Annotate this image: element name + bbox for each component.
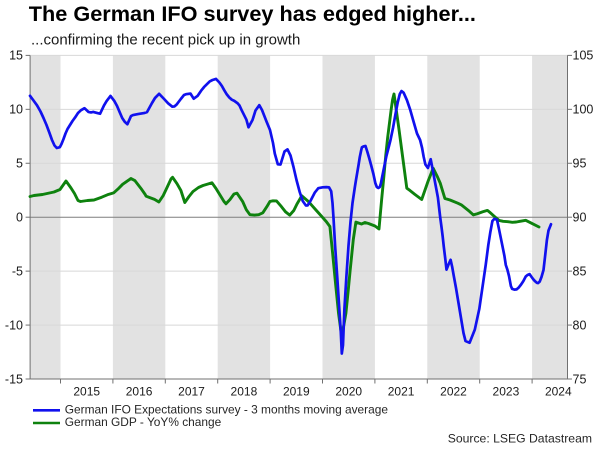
svg-text:2019: 2019 bbox=[283, 384, 310, 398]
svg-text:2024: 2024 bbox=[545, 384, 572, 398]
svg-text:2015: 2015 bbox=[73, 384, 100, 398]
svg-text:-10: -10 bbox=[5, 318, 23, 332]
svg-text:105: 105 bbox=[573, 49, 594, 63]
svg-text:2020: 2020 bbox=[335, 384, 362, 398]
svg-text:95: 95 bbox=[573, 157, 587, 171]
svg-text:2018: 2018 bbox=[231, 384, 258, 398]
svg-text:85: 85 bbox=[573, 264, 587, 278]
svg-text:2022: 2022 bbox=[440, 384, 467, 398]
svg-text:The German IFO survey has edge: The German IFO survey has edged higher..… bbox=[29, 1, 476, 26]
svg-text:-5: -5 bbox=[12, 264, 23, 278]
svg-text:...confirming the recent pick: ...confirming the recent pick up in grow… bbox=[31, 32, 300, 49]
svg-text:-15: -15 bbox=[5, 372, 23, 386]
svg-text:80: 80 bbox=[573, 318, 587, 332]
svg-text:German IFO Expectations survey: German IFO Expectations survey - 3 month… bbox=[65, 402, 389, 416]
svg-text:15: 15 bbox=[9, 49, 23, 63]
svg-text:0: 0 bbox=[16, 211, 23, 225]
svg-text:10: 10 bbox=[9, 103, 23, 117]
svg-text:5: 5 bbox=[16, 157, 23, 171]
svg-text:2016: 2016 bbox=[126, 384, 153, 398]
svg-text:Source: LSEG Datastream: Source: LSEG Datastream bbox=[448, 432, 592, 446]
svg-text:90: 90 bbox=[573, 211, 587, 225]
svg-text:2023: 2023 bbox=[493, 384, 520, 398]
svg-text:2021: 2021 bbox=[388, 384, 415, 398]
svg-text:75: 75 bbox=[573, 372, 587, 386]
svg-text:2017: 2017 bbox=[178, 384, 205, 398]
svg-text:100: 100 bbox=[573, 103, 594, 117]
svg-text:German GDP - YoY% change: German GDP - YoY% change bbox=[65, 415, 222, 429]
